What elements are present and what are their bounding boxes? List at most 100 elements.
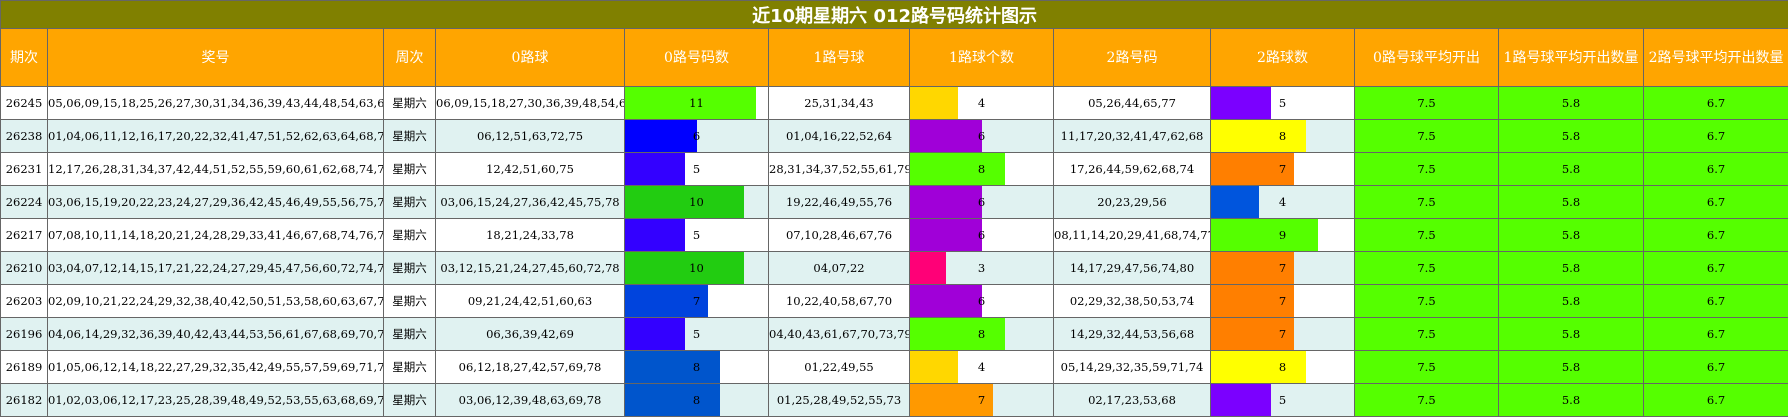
two-count: 8 — [1210, 119, 1355, 153]
zero-avg-cell: 7.5 — [1354, 218, 1499, 252]
two-balls-cell: 14,17,29,47,56,74,80 — [1053, 251, 1211, 285]
zero-count-label: 8 — [692, 393, 701, 407]
one-count-label: 3 — [977, 261, 986, 275]
one-count: 4 — [909, 350, 1054, 384]
two-count-bar — [1211, 87, 1271, 119]
two-avg-cell: 6.7 — [1642, 86, 1788, 120]
weekday-cell: 星期六 — [383, 86, 436, 120]
zero-balls-cell: 03,06,15,24,27,36,42,45,75,78 — [435, 185, 625, 219]
two-avg-cell: 6.7 — [1642, 251, 1788, 285]
table-row: 26203 02,09,10,21,22,24,29,32,38,40,42,50… — [0, 284, 1788, 318]
numbers-cell: 03,04,07,12,14,15,17,21,22,24,27,29,45,4… — [47, 251, 384, 285]
header-issue: 期次 — [0, 28, 48, 87]
one-count-bar — [910, 153, 1006, 185]
zero-balls-cell: 06,12,51,63,72,75 — [435, 119, 625, 153]
weekday-cell: 星期六 — [383, 350, 436, 384]
one-avg-cell: 5.8 — [1498, 185, 1644, 219]
zero-count: 5 — [624, 317, 769, 351]
zero-count: 10 — [624, 185, 769, 219]
issue-cell: 26231 — [0, 152, 48, 186]
zero-count-label: 5 — [692, 228, 701, 242]
two-count-label: 7 — [1278, 294, 1287, 308]
two-avg-cell: 6.7 — [1642, 218, 1788, 252]
two-balls-cell: 05,14,29,32,35,59,71,74 — [1053, 350, 1211, 384]
header-row: 期次 奖号 周次 0路球 0路号码数 1路号球 1路球个数 2路号码 2路球数 0路号球平均开出 1… — [0, 28, 1788, 87]
one-count-label: 4 — [977, 360, 986, 374]
header-two-balls: 2路号码 — [1053, 28, 1211, 87]
issue-cell: 26189 — [0, 350, 48, 384]
one-count: 8 — [909, 317, 1054, 351]
zero-balls-cell: 18,21,24,33,78 — [435, 218, 625, 252]
zero-count-label: 8 — [692, 360, 701, 374]
two-count-label: 7 — [1278, 261, 1287, 275]
two-count: 4 — [1210, 185, 1355, 219]
zero-balls-cell: 03,12,15,21,24,27,45,60,72,78 — [435, 251, 625, 285]
two-count-bar — [1211, 219, 1319, 251]
zero-count-label: 10 — [689, 195, 704, 209]
weekday-cell: 星期六 — [383, 317, 436, 351]
one-avg-cell: 5.8 — [1498, 251, 1644, 285]
table-row: 26210 03,04,07,12,14,15,17,21,22,24,27,29… — [0, 251, 1788, 285]
one-balls-cell: 10,22,40,58,67,70 — [768, 284, 910, 318]
table-row: 26189 01,05,06,12,14,18,22,27,29,32,35,42… — [0, 350, 1788, 384]
header-one-avg: 1路号球平均开出数量 — [1498, 28, 1644, 87]
one-balls-cell: 04,40,43,61,67,70,73,79 — [768, 317, 910, 351]
one-count: 6 — [909, 119, 1054, 153]
two-count: 7 — [1210, 317, 1355, 351]
numbers-cell: 03,06,15,19,20,22,23,24,27,29,36,42,45,4… — [47, 185, 384, 219]
two-avg-cell: 6.7 — [1642, 185, 1788, 219]
zero-count: 5 — [624, 218, 769, 252]
two-count-bar — [1211, 384, 1271, 416]
table-row: 26182 01,02,03,06,12,17,23,25,28,39,48,49… — [0, 383, 1788, 417]
zero-count-bar — [625, 120, 697, 152]
one-balls-cell: 19,22,46,49,55,76 — [768, 185, 910, 219]
one-avg-cell: 5.8 — [1498, 383, 1644, 417]
two-count-bar — [1211, 120, 1307, 152]
two-balls-cell: 17,26,44,59,62,68,74 — [1053, 152, 1211, 186]
two-count: 8 — [1210, 350, 1355, 384]
two-count-bar — [1211, 153, 1295, 185]
table-row: 26245 05,06,09,15,18,25,26,27,30,31,34,36… — [0, 86, 1788, 120]
weekday-cell: 星期六 — [383, 284, 436, 318]
zero-avg-cell: 7.5 — [1354, 317, 1499, 351]
two-count-label: 8 — [1278, 129, 1287, 143]
numbers-cell: 05,06,09,15,18,25,26,27,30,31,34,36,39,4… — [47, 86, 384, 120]
issue-cell: 26245 — [0, 86, 48, 120]
table-row: 26196 04,06,14,29,32,36,39,40,42,43,44,53… — [0, 317, 1788, 351]
zero-count: 10 — [624, 251, 769, 285]
one-count: 3 — [909, 251, 1054, 285]
zero-count-bar — [625, 285, 709, 317]
issue-cell: 26203 — [0, 284, 48, 318]
header-numbers: 奖号 — [47, 28, 384, 87]
zero-count: 11 — [624, 86, 769, 120]
one-avg-cell: 5.8 — [1498, 350, 1644, 384]
issue-cell: 26196 — [0, 317, 48, 351]
one-count-label: 8 — [977, 327, 986, 341]
issue-cell: 26182 — [0, 383, 48, 417]
zero-balls-cell: 12,42,51,60,75 — [435, 152, 625, 186]
zero-count: 7 — [624, 284, 769, 318]
one-balls-cell: 01,22,49,55 — [768, 350, 910, 384]
one-avg-cell: 5.8 — [1498, 317, 1644, 351]
two-count-bar — [1211, 318, 1295, 350]
two-balls-cell: 14,29,32,44,53,56,68 — [1053, 317, 1211, 351]
one-count: 6 — [909, 185, 1054, 219]
zero-count-label: 10 — [689, 261, 704, 275]
zero-balls-cell: 06,12,18,27,42,57,69,78 — [435, 350, 625, 384]
two-count-label: 8 — [1278, 360, 1287, 374]
weekday-cell: 星期六 — [383, 119, 436, 153]
two-count-bar — [1211, 252, 1295, 284]
zero-count-bar — [625, 318, 685, 350]
two-count-label: 7 — [1278, 327, 1287, 341]
one-count-bar — [910, 87, 958, 119]
table-row: 26231 12,17,26,28,31,34,37,42,44,51,52,55… — [0, 152, 1788, 186]
one-balls-cell: 04,07,22 — [768, 251, 910, 285]
issue-cell: 26210 — [0, 251, 48, 285]
two-count: 7 — [1210, 284, 1355, 318]
zero-count-bar — [625, 87, 757, 119]
zero-count-bar — [625, 252, 745, 284]
one-balls-cell: 25,31,34,43 — [768, 86, 910, 120]
two-avg-cell: 6.7 — [1642, 317, 1788, 351]
two-balls-cell: 08,11,14,20,29,41,68,74,77 — [1053, 218, 1211, 252]
